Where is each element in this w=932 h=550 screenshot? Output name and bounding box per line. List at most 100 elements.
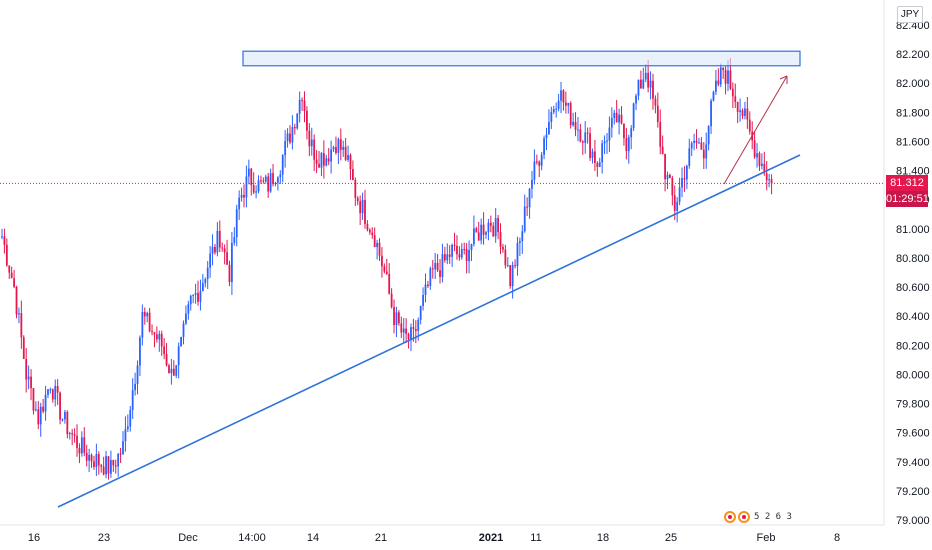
candle-body: [678, 187, 681, 202]
candle-body: [676, 201, 679, 211]
candle-body: [477, 232, 480, 241]
candle-body: [393, 307, 395, 326]
candle-body: [504, 249, 507, 266]
candle-body: [731, 88, 734, 97]
candle-body: [555, 108, 558, 110]
candle-body: [306, 110, 308, 131]
candle-body: [608, 127, 611, 141]
candle-body: [78, 447, 81, 454]
candle-body: [729, 70, 732, 89]
candle-body: [42, 406, 45, 412]
candle-body: [765, 173, 768, 181]
candle-body: [739, 110, 741, 112]
candle-body: [325, 158, 328, 166]
candle-body: [400, 323, 403, 333]
candle-body: [470, 244, 473, 251]
time-tick-label: 21: [375, 532, 387, 544]
candle-body: [286, 133, 289, 142]
candle-body: [632, 103, 635, 129]
currency-badge[interactable]: JPY: [897, 6, 923, 23]
candle-body: [623, 123, 625, 139]
candle-body: [158, 333, 161, 340]
candle-body: [291, 127, 294, 143]
candle-body: [371, 232, 374, 236]
candle-body: [71, 433, 74, 435]
candle-body: [187, 304, 190, 314]
candle-body: [647, 72, 650, 88]
candle-body: [315, 159, 318, 164]
candle-body: [56, 386, 59, 393]
candle-body: [119, 453, 122, 455]
candle-body: [685, 165, 688, 180]
candle-body: [320, 153, 323, 168]
candle-body: [10, 272, 13, 279]
candle-body: [652, 80, 654, 99]
candle-body: [141, 311, 144, 338]
price-tick-label: 79.400: [896, 457, 930, 469]
candle-body: [349, 155, 352, 170]
candle-body: [235, 209, 238, 238]
candle-body: [671, 178, 674, 196]
candle-body: [656, 105, 659, 123]
candle-body: [753, 140, 756, 158]
candle-body: [204, 279, 207, 284]
candle-body: [741, 110, 744, 116]
candle-body: [356, 197, 359, 202]
candle-body: [97, 453, 100, 466]
candle-body: [88, 454, 91, 461]
price-tick-label: 79.600: [896, 428, 930, 440]
candle-body: [589, 133, 591, 158]
candle-body: [620, 114, 623, 124]
candle-body: [264, 176, 267, 182]
candle-body: [206, 267, 209, 280]
candle-body: [352, 169, 354, 181]
candle-body: [468, 250, 470, 262]
candle-body: [603, 141, 606, 144]
candle-body: [441, 254, 444, 277]
time-tick-label: Dec: [178, 532, 198, 544]
candle-body: [610, 117, 613, 128]
candle-body: [707, 126, 710, 145]
time-tick-label: 14:00: [238, 532, 266, 544]
candle-body: [436, 263, 439, 271]
candle-body: [197, 293, 199, 302]
candle-body: [724, 70, 727, 84]
candle-body: [378, 242, 381, 256]
candle-body: [572, 121, 575, 126]
candle-body: [695, 140, 698, 143]
candle-body: [301, 99, 303, 101]
candle-body: [250, 168, 253, 186]
candle-body: [659, 122, 662, 147]
candle-body: [298, 99, 301, 114]
candle-body: [260, 180, 262, 182]
candle-body: [262, 180, 265, 182]
candle-body: [431, 268, 434, 270]
ascending-trendline: [57, 154, 801, 508]
candle-body: [710, 100, 712, 127]
candle-body: [760, 163, 763, 166]
candle-body: [596, 162, 599, 167]
candle-body: [521, 231, 524, 242]
candle-body: [59, 392, 61, 420]
candle-body: [146, 312, 149, 317]
time-axis: 16 23 Dec 14:00 14 21 2021 11 18 25 Feb 8: [0, 524, 884, 544]
candle-body: [47, 389, 49, 395]
candle-body: [13, 278, 15, 287]
time-tick-label: 8: [834, 532, 840, 544]
logo-circle-icon: [724, 511, 736, 523]
candle-body: [124, 429, 127, 442]
candle-body: [758, 153, 761, 166]
candle-body: [594, 151, 596, 163]
candle-body: [279, 174, 282, 178]
candle-body: [339, 139, 342, 150]
candle-body: [136, 365, 139, 384]
candle-body: [68, 433, 71, 435]
candle-body: [175, 365, 178, 376]
candle-body: [410, 327, 412, 339]
candle-body: [168, 365, 170, 374]
candle-body: [80, 437, 83, 454]
candle-body: [388, 273, 391, 294]
candle-body: [407, 333, 410, 339]
